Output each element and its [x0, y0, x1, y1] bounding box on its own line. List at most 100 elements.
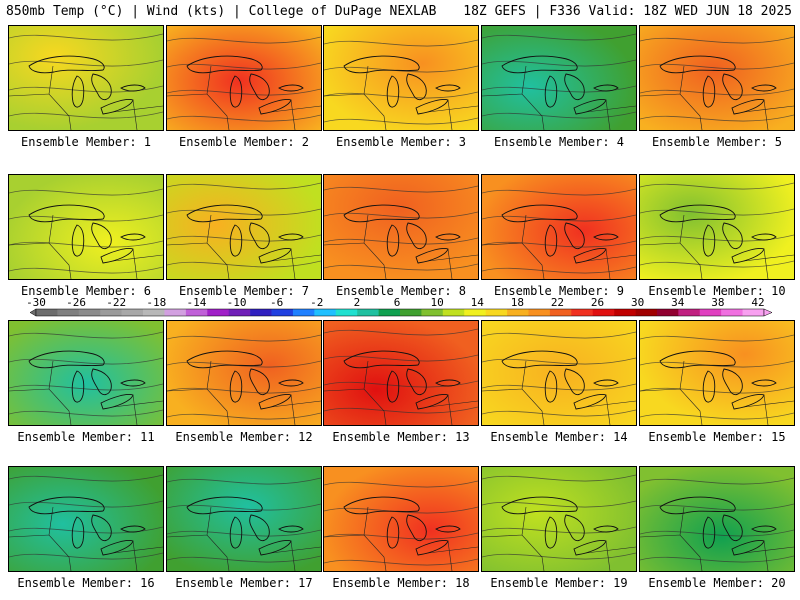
- lake-superior-outline: [343, 350, 420, 369]
- scale-swatch: [57, 309, 80, 316]
- height-contour: [482, 111, 636, 119]
- height-contour: [324, 117, 478, 125]
- lake-michigan-outline: [544, 370, 558, 403]
- lake-superior-outline: [186, 55, 263, 74]
- height-contour: [167, 412, 321, 420]
- scale-label: -18: [146, 296, 166, 309]
- lake-erie-outline: [415, 540, 449, 556]
- scale-label: 10: [430, 296, 443, 309]
- height-contour: [482, 33, 636, 41]
- height-contour: [167, 36, 321, 44]
- height-contour: [9, 357, 163, 365]
- state-borders: [9, 214, 163, 279]
- state-borders: [482, 506, 636, 571]
- scale-swatch: [507, 309, 529, 316]
- scale-label: 30: [631, 296, 644, 309]
- lake-superior-outline: [659, 55, 736, 74]
- lake-erie-outline: [573, 540, 607, 556]
- state-borders: [640, 65, 794, 130]
- member-label: Ensemble Member: 15: [648, 430, 786, 444]
- lake-superior-outline: [186, 496, 263, 515]
- ensemble-panel: [481, 174, 637, 280]
- height-contour: [167, 88, 321, 96]
- state-borders: [9, 506, 163, 571]
- height-contour: [9, 474, 163, 482]
- lake-superior-outline: [659, 496, 736, 515]
- lake-ontario-outline: [435, 525, 461, 533]
- state-borders: [167, 506, 321, 571]
- scale-label: 26: [591, 296, 604, 309]
- lake-erie-outline: [100, 540, 134, 556]
- scale-swatch: [185, 309, 208, 316]
- height-contour: [324, 237, 478, 245]
- lake-ontario-outline: [120, 525, 146, 533]
- temperature-field: [324, 175, 478, 279]
- lake-michigan-outline: [386, 516, 400, 549]
- valid-time: 18Z GEFS | F336 Valid: 18Z WED JUN 18 20…: [463, 4, 792, 19]
- height-contour: [167, 334, 321, 342]
- lake-huron-outline: [722, 514, 743, 542]
- lake-michigan-outline: [544, 224, 558, 257]
- lake-superior-outline: [186, 350, 263, 369]
- state-borders: [324, 360, 478, 425]
- lake-huron-outline: [564, 73, 585, 101]
- lake-huron-outline: [249, 222, 270, 250]
- ensemble-panel: [639, 25, 795, 131]
- lake-superior-outline: [659, 350, 736, 369]
- scale-swatch: [292, 309, 315, 316]
- lake-erie-outline: [100, 248, 134, 264]
- height-contour: [482, 500, 636, 508]
- state-borders: [9, 65, 163, 130]
- lake-huron-outline: [249, 514, 270, 542]
- ensemble-panel: [481, 320, 637, 426]
- scale-label: -2: [310, 296, 323, 309]
- scale-swatch: [36, 309, 58, 316]
- height-contour: [482, 188, 636, 196]
- height-contour: [324, 263, 478, 271]
- scale-label: 38: [711, 296, 724, 309]
- height-contour: [9, 383, 163, 391]
- lake-erie-outline: [573, 99, 607, 115]
- member-label: Ensemble Member: 20: [648, 576, 786, 590]
- height-contour: [167, 62, 321, 70]
- height-contour: [640, 386, 794, 394]
- lake-huron-outline: [91, 222, 112, 250]
- temperature-field: [167, 175, 321, 279]
- temperature-field: [9, 321, 163, 425]
- height-contour: [482, 474, 636, 482]
- ensemble-panel: [639, 174, 795, 280]
- state-borders: [167, 65, 321, 130]
- ensemble-panel: [481, 466, 637, 572]
- lake-erie-outline: [258, 99, 292, 115]
- lake-ontario-outline: [278, 84, 304, 92]
- scale-swatch: [699, 309, 722, 316]
- scale-swatch: [78, 309, 101, 316]
- scale-swatch: [549, 309, 572, 316]
- scale-swatch: [335, 309, 358, 316]
- scale-min-arrow: [29, 308, 37, 317]
- member-label: Ensemble Member: 17: [175, 576, 313, 590]
- scale-label: 42: [751, 296, 764, 309]
- scale-swatch: [592, 309, 615, 316]
- height-contour: [167, 182, 321, 190]
- height-contour: [324, 406, 478, 414]
- state-borders: [640, 360, 794, 425]
- member-label: Ensemble Member: 7: [178, 284, 310, 298]
- ensemble-panel: [323, 25, 479, 131]
- height-contour: [640, 260, 794, 268]
- height-contour: [9, 33, 163, 41]
- member-label: Ensemble Member: 3: [335, 135, 467, 149]
- scale-swatch: [464, 309, 486, 316]
- lake-ontario-outline: [751, 233, 777, 241]
- lake-michigan-outline: [386, 75, 400, 108]
- temperature-field: [324, 26, 478, 130]
- temperature-field: [640, 467, 794, 571]
- state-borders: [324, 214, 478, 279]
- scale-swatch: [421, 309, 444, 316]
- lake-michigan-outline: [386, 224, 400, 257]
- scale-swatch: [378, 309, 401, 316]
- temperature-field: [324, 321, 478, 425]
- temperature-field: [482, 175, 636, 279]
- lake-erie-outline: [731, 540, 765, 556]
- height-contour: [9, 240, 163, 248]
